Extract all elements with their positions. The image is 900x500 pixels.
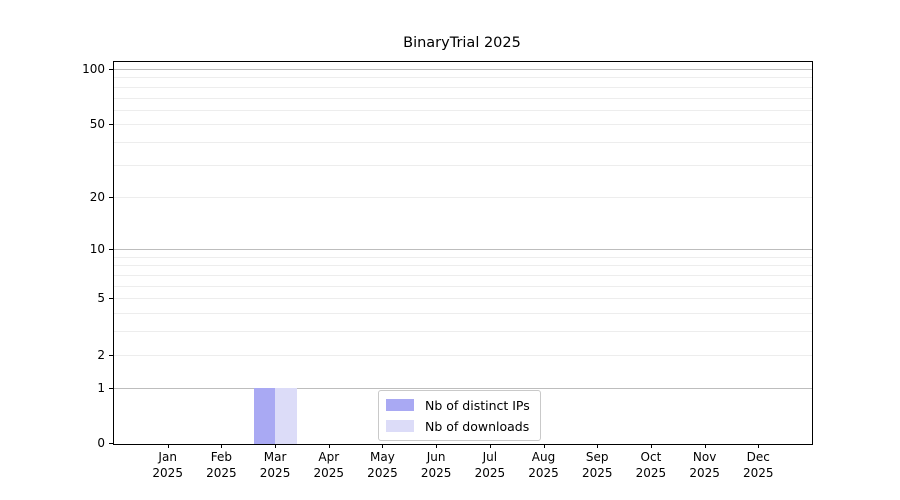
x-label-month: Oct (640, 450, 662, 464)
legend-entry-distinct-ips: Nb of distinct IPs (386, 395, 530, 415)
x-label-year: 2025 (474, 465, 506, 480)
minor-gridline (114, 164, 812, 166)
major-gridline (114, 68, 812, 70)
major-gridline (114, 249, 812, 251)
x-label-year: 2025 (743, 465, 774, 480)
y-axis-tick (109, 249, 113, 251)
minor-gridline (114, 354, 812, 356)
x-label-month: Aug (531, 450, 556, 464)
legend-swatch-distinct-ips (386, 399, 414, 411)
major-gridline (114, 387, 812, 389)
x-axis-tick-label: Mar 2025 (260, 450, 291, 481)
minor-gridline (114, 86, 812, 88)
x-axis-tick (597, 444, 599, 448)
plot-area: 0 1 2 5 10 20 50 100 Jan 2025 Feb 2025 Mar 2025 Apr 202… (82, 61, 813, 480)
x-label-year: 2025 (206, 465, 237, 480)
x-label-year: 2025 (420, 465, 452, 480)
x-axis-tick (328, 444, 330, 448)
x-label-month: Mar (263, 450, 287, 464)
x-axis-tick (167, 444, 169, 448)
bar-nb-of-distinct-ips-mar (253, 387, 276, 444)
minor-gridline (114, 313, 812, 315)
y-axis-tick-label: 1 (97, 380, 105, 395)
x-label-year: 2025 (635, 465, 667, 480)
minor-gridline (114, 331, 812, 333)
y-axis-tick (109, 298, 113, 300)
legend-entry-downloads: Nb of downloads (386, 416, 530, 436)
x-label-month: May (370, 450, 395, 464)
x-axis-tick-label: Apr 2025 (313, 450, 344, 481)
x-axis-tick (543, 444, 545, 448)
bar-nb-of-downloads-mar (275, 387, 297, 444)
minor-gridline (114, 256, 812, 258)
y-axis-tick-label: 20 (89, 189, 105, 204)
y-axis-tick (109, 354, 113, 356)
x-axis-tick-label: Nov 2025 (689, 450, 720, 481)
x-label-month: Nov (692, 450, 717, 464)
x-axis-tick (758, 444, 760, 448)
legend-label-distinct-ips: Nb of distinct IPs (425, 397, 530, 413)
x-axis-tick (275, 444, 277, 448)
minor-gridline (114, 196, 812, 198)
legend-swatch-downloads (386, 420, 414, 432)
legend: Nb of distinct IPs Nb of downloads (378, 390, 541, 441)
x-axis-tick-label: Jun 2025 (421, 450, 452, 481)
x-axis-tick-label: Jul 2025 (475, 450, 506, 481)
minor-gridline (114, 298, 812, 300)
y-axis-tick (109, 387, 113, 389)
y-axis-tick-label: 10 (89, 242, 105, 257)
y-axis-tick-label: 50 (89, 117, 105, 132)
y-axis-tick (109, 196, 113, 198)
x-label-year: 2025 (313, 465, 345, 480)
x-label-month: Sep (585, 450, 609, 464)
x-axis-tick (650, 444, 652, 448)
x-axis-tick (436, 444, 438, 448)
y-axis-tick-label: 5 (97, 291, 105, 306)
x-axis-tick-label: Oct 2025 (636, 450, 667, 481)
y-axis-tick (109, 68, 113, 70)
y-axis-tick (109, 443, 113, 444)
x-label-month: Feb (210, 450, 232, 464)
minor-gridline (114, 285, 812, 287)
x-axis-tick-label: May 2025 (367, 450, 398, 481)
x-axis-tick-label: Aug 2025 (528, 450, 559, 481)
x-label-year: 2025 (581, 465, 613, 480)
y-axis-tick-label: 2 (97, 347, 105, 362)
chart-title: BinaryTrial 2025 (403, 35, 521, 51)
x-label-year: 2025 (367, 465, 398, 480)
x-label-year: 2025 (152, 465, 183, 480)
x-axis-tick-label: Feb 2025 (206, 450, 237, 481)
x-axis-tick-label: Dec 2025 (743, 450, 774, 481)
x-label-year: 2025 (528, 465, 559, 480)
x-axis-tick (489, 444, 491, 448)
y-axis-tick (109, 124, 113, 126)
minor-gridline (114, 142, 812, 144)
minor-gridline (114, 265, 812, 267)
minor-gridline (114, 275, 812, 276)
minor-gridline (114, 109, 812, 111)
legend-label-downloads: Nb of downloads (425, 418, 530, 434)
y-axis-tick-label: 0 (97, 436, 105, 450)
x-label-month: Apr (318, 450, 340, 464)
minor-gridline (114, 124, 812, 126)
x-label-month: Jan (158, 450, 177, 464)
x-axis-tick-label: Sep 2025 (582, 450, 613, 481)
x-label-month: Dec (746, 450, 770, 464)
x-axis-tick (382, 444, 384, 448)
x-axis-tick (704, 444, 706, 448)
x-label-year: 2025 (689, 465, 720, 480)
x-label-month: Jul (482, 450, 498, 464)
y-axis-tick-label: 100 (82, 61, 105, 76)
x-axis-tick-label: Jan 2025 (152, 450, 183, 481)
x-axis-tick (221, 444, 223, 448)
x-label-month: Jun (426, 450, 446, 464)
minor-gridline (114, 77, 812, 79)
minor-gridline (114, 97, 812, 99)
x-label-year: 2025 (259, 465, 291, 480)
